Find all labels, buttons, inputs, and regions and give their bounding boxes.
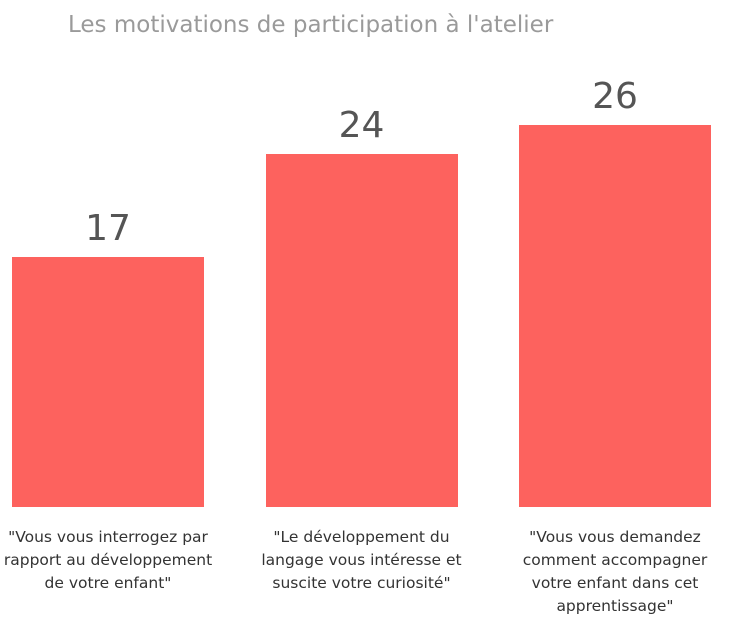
bar — [265, 154, 458, 507]
data-label: 26 — [592, 76, 638, 117]
chart-title: Les motivations de participation à l'ate… — [68, 12, 554, 38]
data-label: 24 — [338, 105, 385, 147]
x-tick-label: "Vous vous interrogez par rapport au dév… — [3, 528, 213, 592]
bar — [12, 257, 204, 507]
x-tick-label: "Vous vous demandez comment accompagner … — [522, 528, 708, 615]
x-tick-label: "Le développement du langage vous intére… — [261, 528, 462, 592]
bar — [519, 125, 711, 507]
data-label: 17 — [85, 208, 131, 250]
